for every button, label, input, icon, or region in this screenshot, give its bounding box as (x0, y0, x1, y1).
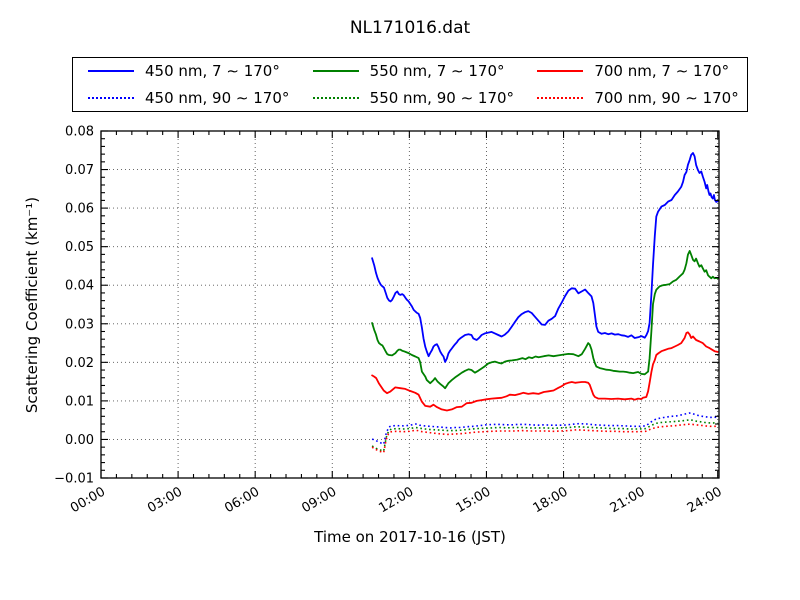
legend-entry: 550 nm, 7 ∼ 170° (298, 62, 523, 80)
series-line-4 (371, 419, 718, 452)
x-tick-label: 00:00 (68, 484, 108, 516)
y-tick-label: −0.01 (54, 472, 94, 487)
x-tick-label: 24:00 (685, 484, 725, 516)
legend-line-sample-dotted (312, 96, 359, 99)
legend-line-sample-solid (312, 70, 359, 73)
x-axis-label: Time on 2017-10-16 (JST) (314, 528, 506, 546)
legend: 450 nm, 7 ∼ 170° 450 nm, 90 ∼ 170° 550 nm,… (72, 57, 748, 112)
series-line-1 (371, 250, 719, 390)
legend-entry-label: 700 nm, 90 ∼ 170° (594, 88, 739, 107)
y-tick-label: 0.06 (65, 202, 94, 217)
legend-entry: 700 nm, 7 ∼ 170° (522, 62, 747, 80)
legend-line-sample-dotted (88, 96, 134, 99)
x-tick-label: 09:00 (299, 484, 339, 516)
x-tick-label: 06:00 (222, 484, 262, 516)
chart-title: NL171016.dat (349, 18, 471, 38)
y-tick-label: 0.02 (65, 356, 94, 371)
x-tick-label: 03:00 (145, 484, 185, 516)
y-tick-label: 0.00 (65, 433, 94, 448)
y-tick-label: 0.01 (65, 394, 94, 409)
legend-entry: 700 nm, 90 ∼ 170° (522, 89, 747, 107)
series-line-2 (371, 331, 719, 412)
x-tick-label: 18:00 (531, 484, 571, 516)
y-tick-label: 0.03 (65, 317, 94, 332)
y-axis-label: Scattering Coefficient (km⁻¹) (23, 196, 41, 414)
legend-entry-label: 550 nm, 90 ∼ 170° (369, 88, 515, 107)
legend-entry-label: 550 nm, 7 ∼ 170° (369, 62, 505, 81)
legend-entry-label: 700 nm, 7 ∼ 170° (594, 62, 730, 81)
series-line-5 (371, 423, 718, 454)
x-tick-label: 21:00 (608, 484, 648, 516)
legend-line-sample-dotted (537, 96, 584, 99)
legend-entry-label: 450 nm, 90 ∼ 170° (145, 88, 290, 107)
legend-line-sample-solid (88, 70, 134, 73)
series-line-0 (371, 152, 719, 363)
y-tick-label: 0.08 (65, 125, 94, 140)
legend-entry-label: 450 nm, 7 ∼ 170° (145, 62, 280, 81)
y-tick-label: 0.04 (65, 279, 94, 294)
y-tick-label: 0.07 (65, 163, 94, 178)
legend-entry: 450 nm, 90 ∼ 170° (73, 89, 298, 107)
y-tick-label: 0.05 (65, 240, 94, 255)
axes-spines (100, 130, 720, 479)
x-tick-label: 15:00 (453, 484, 493, 516)
legend-line-sample-solid (537, 70, 584, 73)
legend-entry: 450 nm, 7 ∼ 170° (73, 62, 298, 80)
x-tick-label: 12:00 (376, 484, 416, 516)
legend-entry: 550 nm, 90 ∼ 170° (298, 89, 523, 107)
